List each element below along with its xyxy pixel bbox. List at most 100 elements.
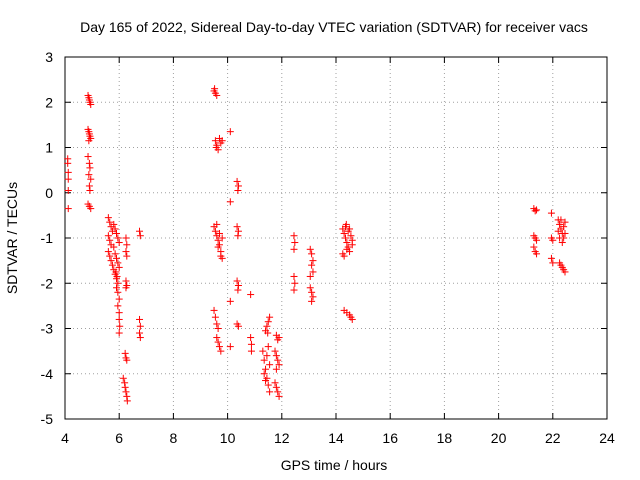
data-point bbox=[247, 334, 255, 342]
data-point bbox=[274, 388, 282, 396]
data-point bbox=[339, 250, 347, 258]
data-point bbox=[233, 223, 241, 231]
data-point bbox=[114, 288, 122, 296]
data-point bbox=[85, 159, 93, 167]
data-point bbox=[343, 245, 351, 253]
x-tick-label: 14 bbox=[328, 430, 344, 446]
data-point bbox=[259, 347, 267, 355]
data-point bbox=[234, 186, 242, 194]
data-point bbox=[309, 293, 317, 301]
data-point bbox=[136, 227, 144, 235]
data-point bbox=[260, 370, 268, 378]
data-point bbox=[122, 277, 130, 285]
data-point bbox=[115, 263, 123, 271]
data-point bbox=[112, 229, 120, 237]
data-point bbox=[214, 325, 222, 332]
data-point bbox=[308, 261, 316, 269]
data-point bbox=[234, 286, 242, 294]
data-point bbox=[247, 340, 255, 348]
data-point bbox=[306, 284, 314, 292]
data-point bbox=[115, 239, 123, 247]
data-point bbox=[263, 352, 271, 360]
data-point bbox=[211, 85, 219, 93]
data-point bbox=[107, 257, 115, 265]
data-point bbox=[561, 268, 569, 276]
data-point bbox=[556, 234, 564, 242]
data-point bbox=[121, 383, 129, 391]
data-point bbox=[226, 198, 234, 206]
data-point bbox=[121, 379, 129, 387]
data-point bbox=[87, 175, 95, 183]
data-point bbox=[214, 236, 222, 244]
data-point bbox=[115, 329, 123, 337]
data-point bbox=[213, 220, 221, 228]
y-tick-label: 3 bbox=[45, 49, 53, 65]
data-point bbox=[211, 313, 219, 321]
data-point bbox=[213, 320, 221, 328]
x-tick-label: 8 bbox=[170, 430, 178, 446]
data-point bbox=[112, 254, 120, 262]
data-point bbox=[309, 257, 317, 265]
data-point bbox=[108, 261, 116, 269]
data-point bbox=[531, 207, 539, 215]
data-point bbox=[136, 322, 144, 330]
x-axis-label: GPS time / hours bbox=[281, 457, 388, 473]
data-point bbox=[306, 272, 314, 280]
data-point bbox=[106, 218, 114, 226]
data-point bbox=[343, 239, 351, 247]
data-point bbox=[530, 243, 538, 251]
data-point bbox=[123, 241, 131, 249]
data-point bbox=[549, 259, 557, 267]
data-point bbox=[106, 236, 114, 244]
x-tick-label: 4 bbox=[61, 430, 69, 446]
data-point bbox=[271, 379, 279, 387]
data-point bbox=[85, 137, 93, 145]
data-point bbox=[86, 164, 94, 172]
data-point bbox=[348, 315, 356, 323]
data-point bbox=[272, 352, 280, 360]
data-point bbox=[266, 388, 274, 396]
data-point bbox=[121, 349, 129, 357]
data-point bbox=[234, 232, 242, 240]
data-point bbox=[290, 245, 298, 253]
data-point bbox=[341, 234, 349, 242]
data-point bbox=[275, 392, 283, 400]
data-point bbox=[291, 239, 299, 247]
data-point bbox=[215, 229, 223, 237]
x-tick-label: 10 bbox=[220, 430, 236, 446]
data-point bbox=[136, 232, 144, 240]
data-point bbox=[560, 223, 568, 231]
data-point bbox=[556, 220, 564, 228]
data-point bbox=[247, 291, 255, 299]
data-point bbox=[347, 232, 355, 240]
data-point bbox=[114, 234, 122, 242]
data-point bbox=[122, 388, 130, 396]
data-point bbox=[266, 313, 274, 321]
data-point bbox=[554, 227, 562, 235]
data-point bbox=[266, 361, 274, 369]
data-point bbox=[291, 279, 299, 287]
data-point bbox=[213, 334, 221, 342]
data-point bbox=[247, 347, 255, 355]
data-point bbox=[217, 252, 225, 260]
data-point bbox=[123, 397, 131, 405]
data-point bbox=[309, 268, 317, 276]
data-point bbox=[263, 322, 271, 330]
data-point bbox=[308, 250, 316, 258]
data-point bbox=[64, 175, 72, 183]
axis-ticks bbox=[64, 56, 608, 420]
data-point bbox=[119, 374, 127, 382]
data-point bbox=[104, 232, 112, 240]
data-point bbox=[547, 209, 555, 217]
data-point bbox=[533, 206, 541, 214]
data-point bbox=[234, 282, 242, 290]
data-point bbox=[85, 182, 93, 190]
x-tick-label: 16 bbox=[382, 430, 398, 446]
data-point bbox=[348, 241, 356, 249]
data-point bbox=[114, 302, 122, 310]
y-axis-label: SDTVAR / TECUs bbox=[4, 182, 20, 294]
data-point bbox=[215, 343, 223, 351]
data-point bbox=[112, 268, 120, 276]
x-tick-label: 24 bbox=[599, 430, 615, 446]
data-point bbox=[214, 338, 222, 346]
